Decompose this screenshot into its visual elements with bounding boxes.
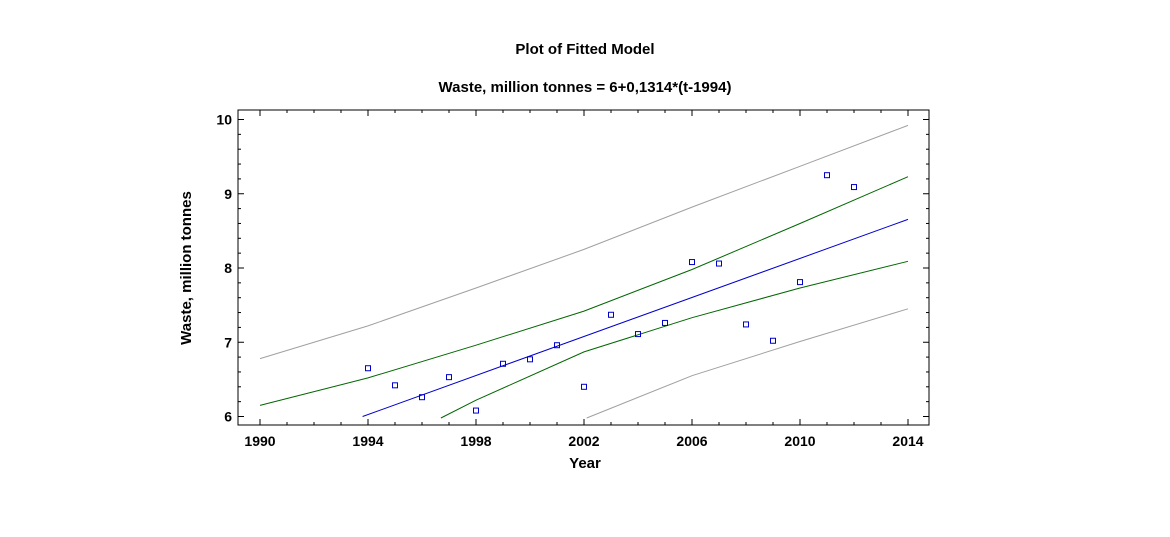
y-tick-label: 10 [216, 112, 232, 128]
lower-confidence-line [440, 260, 909, 419]
x-tick-label: 1990 [244, 433, 275, 449]
data-point [770, 337, 776, 344]
x-tick-label: 1998 [460, 433, 491, 449]
data-point [365, 365, 371, 372]
y-tick-label: 8 [224, 260, 232, 276]
x-tick-label: 1994 [352, 433, 383, 449]
data-point [446, 374, 452, 381]
data-point [473, 407, 479, 414]
data-point [743, 321, 749, 328]
x-tick-label: 2014 [892, 433, 923, 449]
y-tick-label: 7 [224, 334, 232, 350]
data-point [635, 331, 641, 338]
data-point [689, 259, 695, 266]
chart-title: Plot of Fitted Model [515, 41, 654, 58]
x-tick-label: 2010 [784, 433, 815, 449]
data-point [662, 319, 668, 326]
data-point [500, 360, 506, 367]
lower-prediction-line [586, 308, 909, 419]
data-point [824, 172, 830, 179]
y-tick-label: 9 [224, 186, 232, 202]
fitted-line [362, 218, 909, 417]
data-points [365, 172, 857, 414]
upper-prediction-line [259, 124, 909, 360]
plot-frame [237, 109, 930, 426]
chart-subtitle: Waste, million tonnes = 6+0,1314*(t-1994… [439, 79, 732, 96]
x-tick-label: 2006 [676, 433, 707, 449]
fit-lines [259, 124, 909, 419]
data-point [797, 279, 803, 286]
axis-ticks: 1990 1994 1998 2002 2006 2010 2014 6 7 8 9 10 [216, 110, 929, 449]
x-tick-label: 2002 [568, 433, 599, 449]
data-point [851, 184, 857, 191]
data-point [527, 356, 533, 363]
data-point [716, 260, 722, 267]
data-point [554, 342, 560, 349]
y-tick-label: 6 [224, 409, 232, 425]
data-point [608, 311, 614, 318]
upper-confidence-line [259, 176, 909, 406]
data-point [581, 383, 587, 390]
data-point [392, 382, 398, 389]
y-axis-label: Waste, million tonnes [178, 191, 195, 345]
data-point [419, 394, 425, 401]
x-axis-label: Year [569, 455, 601, 472]
